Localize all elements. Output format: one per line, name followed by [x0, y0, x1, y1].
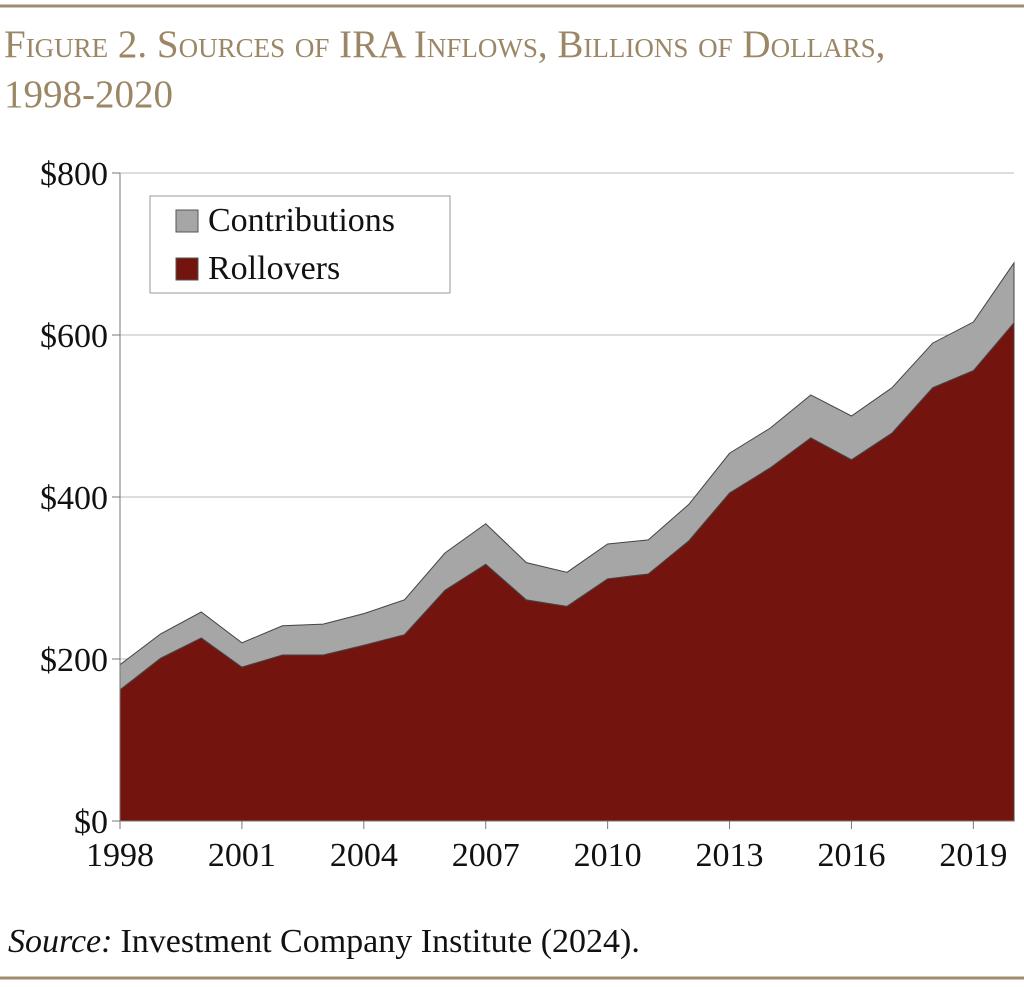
legend-swatch: [175, 257, 199, 281]
source-text: Investment Company Institute (2024).: [120, 923, 639, 960]
area: [119, 261, 1015, 691]
title-box: Figure 2. Sources of IRA Inflows, Billio…: [4, 23, 886, 116]
x-tick-label: 1998: [86, 837, 154, 874]
y-tick-label: $200: [40, 642, 108, 679]
y-tick-label: $800: [40, 156, 108, 193]
x-tick-label: 2001: [208, 837, 276, 874]
legend-label: Rollovers: [208, 250, 340, 287]
x-tick-label: 2004: [330, 837, 398, 874]
x-tick-label: 2013: [696, 837, 764, 874]
x-tick-label: 2016: [817, 837, 885, 874]
legend-box: [149, 195, 451, 294]
chart-title: Figure 2. Sources of IRA Inflows, Billio…: [4, 23, 886, 116]
legend-swatch: [175, 209, 199, 233]
x-tick-label: 2019: [939, 837, 1007, 874]
axes: $0 $200 $400 $600 $800 1998 2001 2004 2007 2010 20…: [40, 156, 1014, 874]
x-tick-label: 2010: [574, 837, 642, 874]
legend: Contributions Rollovers: [149, 195, 451, 294]
x-tick-label: 2007: [452, 837, 520, 874]
areas: [119, 261, 1015, 822]
y-tick-label: $0: [74, 804, 108, 841]
y-tick-label: $400: [40, 480, 108, 517]
source-line: Source: Investment Company Institute (202…: [8, 923, 640, 960]
source-label: Source:: [8, 923, 112, 960]
legend-label: Contributions: [208, 202, 395, 239]
y-tick-label: $600: [40, 318, 108, 355]
